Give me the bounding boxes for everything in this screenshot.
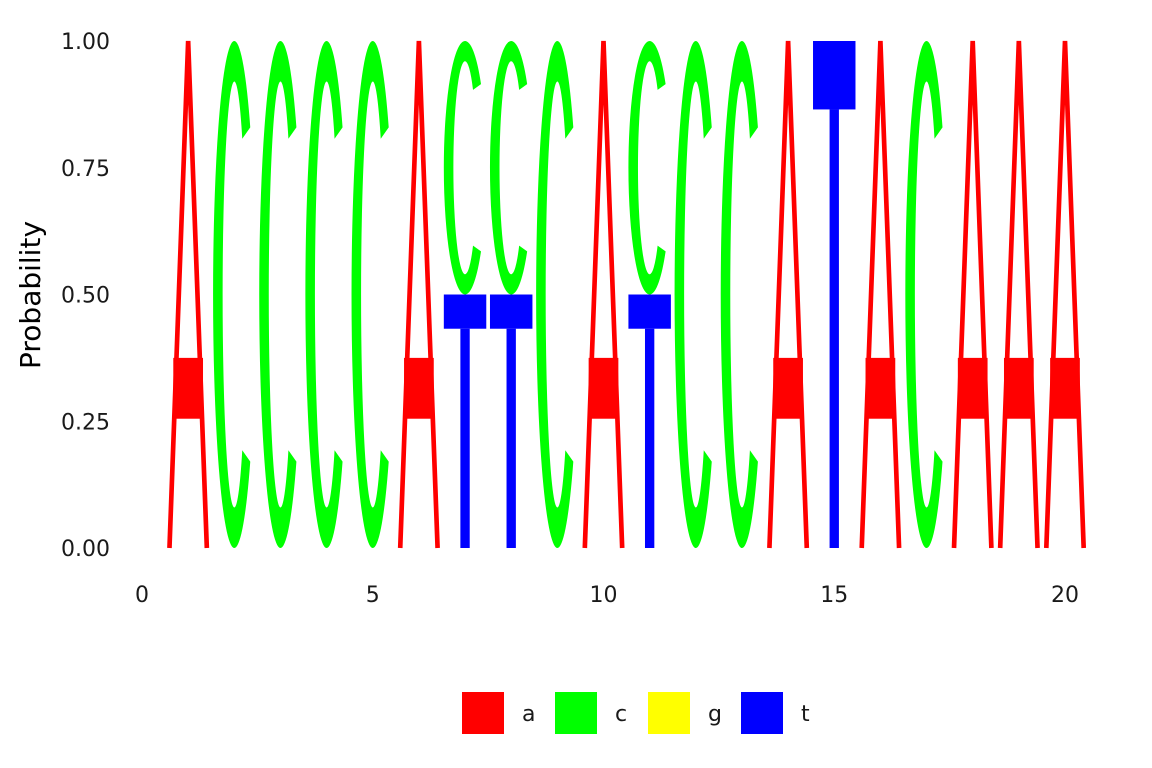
y-tick-label: 0.25 [61,410,110,435]
y-tick-label: 1.00 [61,30,110,55]
glyph-c-pos-11 [628,41,666,295]
legend-label-g: g [708,702,722,727]
glyph-a-pos-18 [951,40,994,549]
glyph-c-pos-7 [443,41,482,295]
glyph-t-pos-8 [489,294,533,548]
glyph-c-pos-12 [674,41,712,548]
y-axis: 0.00 0.25 0.50 0.75 1.00 [61,30,110,562]
glyph-c-pos-13 [720,41,758,548]
x-tick-label: 20 [1051,583,1079,608]
glyph-a-pos-14 [767,40,810,549]
glyph-t-pos-11 [628,294,671,548]
legend-swatch-g [648,692,690,734]
glyph-t-pos-7 [443,294,487,548]
logo-glyphs [167,40,1087,549]
glyph-a-pos-6 [397,40,440,549]
glyph-c-pos-3 [259,41,297,549]
y-tick-label: 0.50 [61,284,110,309]
glyph-c-pos-5 [351,41,389,549]
glyph-a-pos-10 [582,40,625,549]
glyph-a-pos-20 [1043,40,1087,549]
glyph-c-pos-9 [536,41,574,549]
glyph-c-pos-4 [305,41,343,549]
legend-swatch-c [555,692,597,734]
y-tick-label: 0.75 [61,157,110,182]
y-tick-label: 0.00 [61,537,110,562]
x-axis: 0 5 10 15 20 [135,583,1079,608]
glyph-a-pos-16 [859,40,902,549]
y-axis-title: Probability [14,221,47,369]
glyph-c-pos-2 [213,41,251,549]
glyph-c-pos-17 [905,41,943,548]
glyph-a-pos-1 [167,40,210,549]
legend-swatch-a [462,692,504,734]
legend-label-c: c [615,702,627,727]
glyph-t-pos-15 [813,41,856,548]
glyph-c-pos-8 [489,41,528,295]
legend-label-t: t [801,702,810,727]
x-tick-label: 5 [366,583,380,608]
x-tick-label: 0 [135,583,149,608]
x-tick-label: 10 [590,583,618,608]
legend-swatch-t [741,692,783,734]
x-tick-label: 15 [820,583,848,608]
legend-label-a: a [522,702,535,727]
glyph-a-pos-19 [997,40,1040,549]
